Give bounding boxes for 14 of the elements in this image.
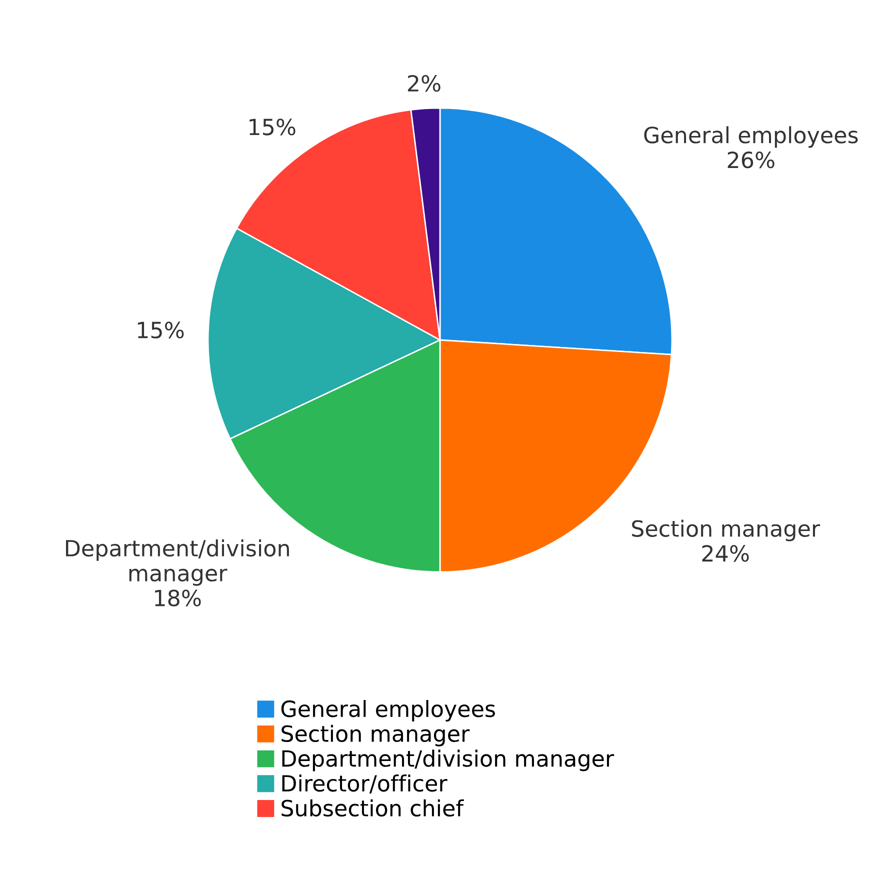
data-label: 15% xyxy=(138,322,184,338)
legend-label: Department/division manager xyxy=(282,750,614,772)
slice-label: General employees xyxy=(644,126,858,148)
legend-label: Subsection chief xyxy=(282,799,464,817)
data-label: 26% xyxy=(728,152,774,168)
legend-label: General employees xyxy=(281,700,495,722)
slice-label: Department/division manager xyxy=(66,539,289,586)
data-label: 18% xyxy=(155,590,201,606)
data-label: 24% xyxy=(702,545,749,562)
slice-label: Section manager xyxy=(632,520,820,542)
data-label: 2% xyxy=(408,74,440,92)
data-label: 15% xyxy=(250,118,296,136)
legend-label: Director/officer xyxy=(282,774,448,794)
legend-label: Section manager xyxy=(282,724,470,746)
